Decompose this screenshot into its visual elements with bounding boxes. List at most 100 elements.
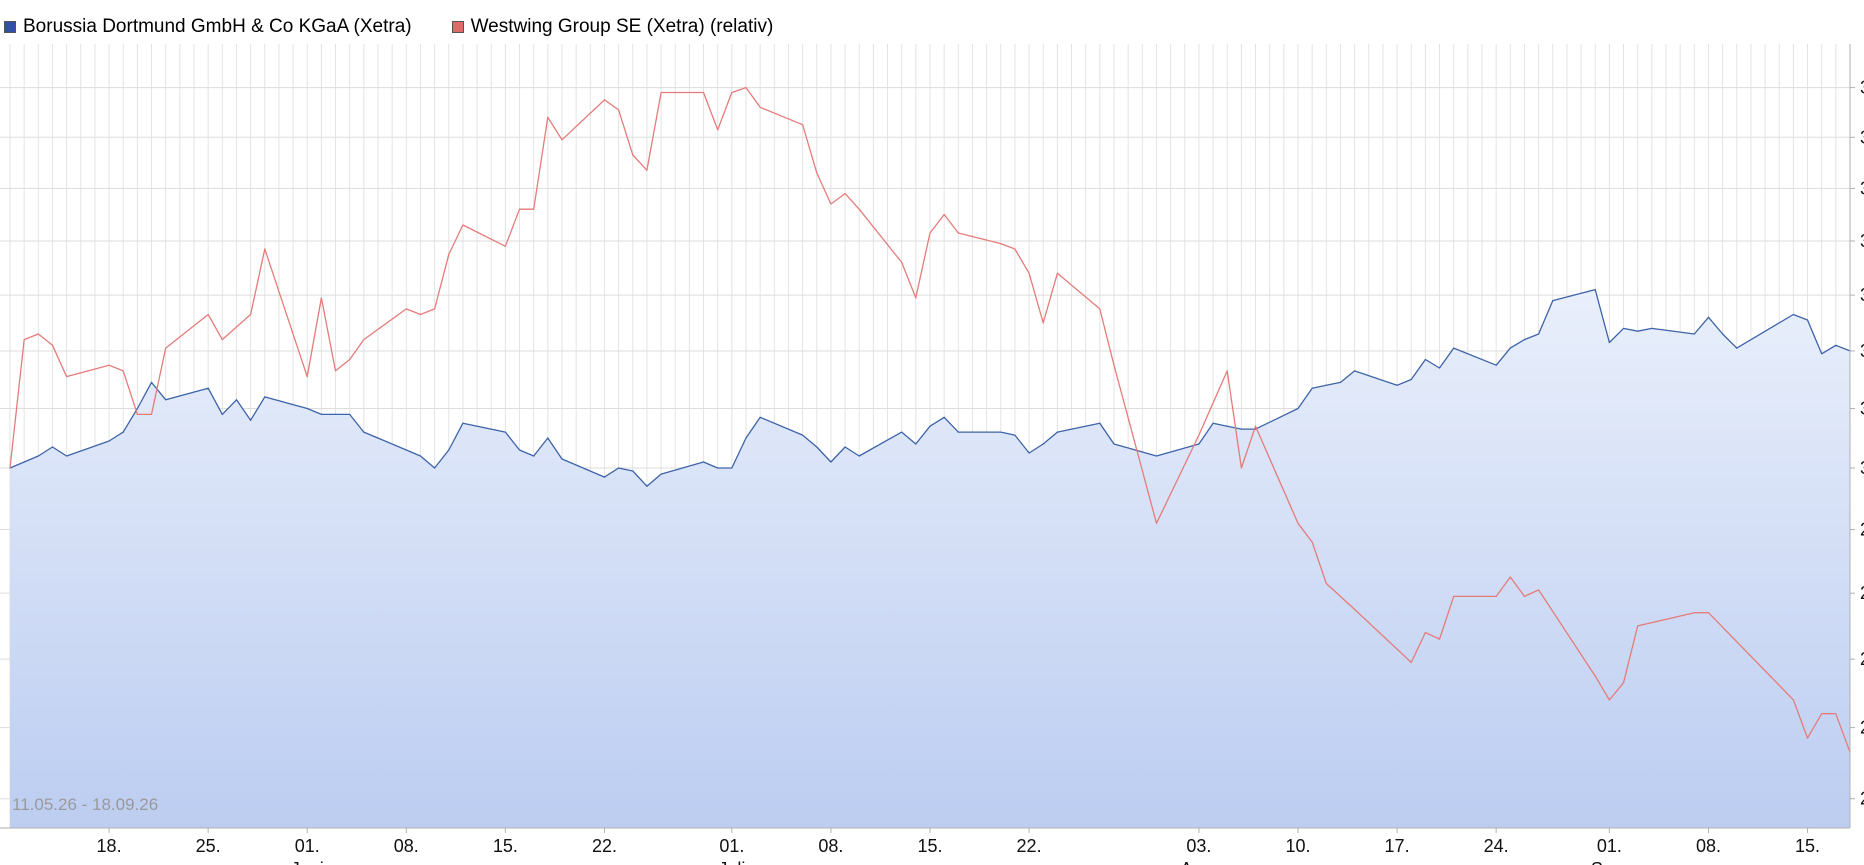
x-tick-label: 17. (1385, 836, 1410, 856)
data-point-1 (915, 297, 917, 299)
x-tick-label: 15. (493, 836, 518, 856)
data-point-1 (1792, 699, 1794, 701)
data-point-0 (221, 413, 223, 416)
data-point-1 (1240, 467, 1242, 469)
x-tick-label: 24. (1484, 836, 1509, 856)
data-point-0 (1509, 347, 1511, 349)
data-point-0 (250, 419, 252, 421)
y-tick-label: 2,6 (1860, 718, 1864, 738)
data-point-0 (320, 413, 322, 416)
x-tick-label: 08. (1696, 836, 1721, 856)
data-point-0 (1835, 344, 1837, 346)
data-point-1 (1113, 364, 1115, 366)
data-point-1 (901, 261, 903, 264)
data-point-1 (306, 376, 308, 378)
data-point-1 (264, 248, 266, 250)
data-point-0 (618, 467, 620, 469)
data-point-0 (1240, 428, 1242, 430)
legend: Borussia Dortmund GmbH & Co KGaA (Xetra)… (4, 16, 813, 38)
data-point-0 (1821, 353, 1823, 355)
data-point-0 (1792, 313, 1794, 316)
date-range-label: 11.05.26 - 18.09.26 (12, 795, 158, 814)
data-point-0 (1354, 370, 1356, 372)
data-point-0 (1523, 339, 1526, 341)
x-month-label: Sep. (1591, 859, 1628, 865)
data-point-1 (1495, 595, 1497, 598)
data-point-1 (136, 413, 138, 416)
series-area-0 (10, 289, 1850, 829)
data-point-1 (150, 413, 153, 416)
data-point-0 (66, 455, 68, 457)
legend-item-westwing[interactable]: Westwing Group SE (Xetra) (relativ) (451, 16, 773, 38)
data-point-0 (759, 416, 761, 418)
data-point-0 (122, 431, 124, 433)
data-point-1 (844, 192, 846, 195)
data-point-0 (150, 381, 153, 383)
data-point-1 (108, 364, 110, 366)
data-point-0 (1538, 333, 1540, 335)
data-point-0 (1297, 407, 1299, 410)
data-point-1 (434, 308, 436, 310)
data-point-0 (23, 461, 25, 463)
data-point-0 (462, 422, 464, 424)
x-tick-label: 08. (394, 836, 419, 856)
data-point-0 (306, 407, 308, 410)
data-point-1 (320, 297, 322, 299)
data-point-0 (518, 449, 521, 451)
data-point-1 (1438, 638, 1441, 640)
data-point-1 (717, 129, 719, 131)
data-point-1 (51, 344, 54, 346)
data-point-0 (830, 461, 832, 463)
data-point-1 (1821, 713, 1823, 715)
data-point-0 (264, 396, 266, 398)
data-point-0 (405, 449, 407, 451)
legend-item-dortmund[interactable]: Borussia Dortmund GmbH & Co KGaA (Xetra) (4, 16, 412, 38)
data-point-0 (1651, 327, 1653, 330)
x-tick-label: 18. (97, 836, 122, 856)
x-tick-label: 01. (1597, 836, 1622, 856)
data-point-0 (434, 467, 436, 469)
y-tick-label: 3,1 (1860, 399, 1864, 419)
data-point-0 (1396, 384, 1398, 386)
data-point-0 (717, 467, 719, 469)
x-tick-label: 10. (1285, 836, 1310, 856)
data-point-1 (1693, 612, 1695, 614)
y-tick-label: 3,4 (1860, 231, 1864, 251)
data-point-0 (37, 455, 39, 457)
x-month-label: Aug. (1180, 859, 1217, 865)
data-point-1 (518, 208, 521, 210)
data-point-1 (66, 376, 68, 378)
data-point-1 (1594, 675, 1596, 677)
data-point-0 (1226, 425, 1228, 427)
y-tick-label: 3,5 (1860, 178, 1864, 198)
data-point-0 (802, 434, 804, 436)
data-point-1 (830, 203, 832, 205)
data-point-0 (1028, 452, 1030, 454)
x-month-label: Juni (291, 859, 324, 865)
data-point-0 (1325, 384, 1327, 386)
data-point-0 (1212, 422, 1214, 424)
data-point-1 (1637, 625, 1639, 627)
legend-swatch-westwing (451, 21, 464, 33)
x-tick-label: 03. (1186, 836, 1211, 856)
data-point-1 (1509, 576, 1511, 578)
data-point-0 (504, 431, 506, 433)
data-point-0 (1155, 455, 1158, 457)
data-point-0 (1254, 428, 1257, 430)
data-point-0 (731, 467, 733, 469)
data-point-0 (547, 437, 549, 439)
series-line-0 (9, 288, 1851, 487)
data-point-0 (1424, 358, 1426, 361)
data-point-0 (165, 399, 167, 401)
data-point-0 (1113, 443, 1115, 445)
data-point-0 (957, 431, 959, 433)
data-point-1 (363, 339, 365, 341)
data-point-1 (1042, 322, 1044, 324)
legend-swatch-dortmund (4, 21, 16, 33)
data-point-0 (816, 446, 818, 448)
data-point-1 (1424, 631, 1426, 634)
y-tick-label: 2,5 (1860, 789, 1864, 809)
data-point-0 (1311, 387, 1313, 389)
data-point-0 (1608, 341, 1610, 344)
